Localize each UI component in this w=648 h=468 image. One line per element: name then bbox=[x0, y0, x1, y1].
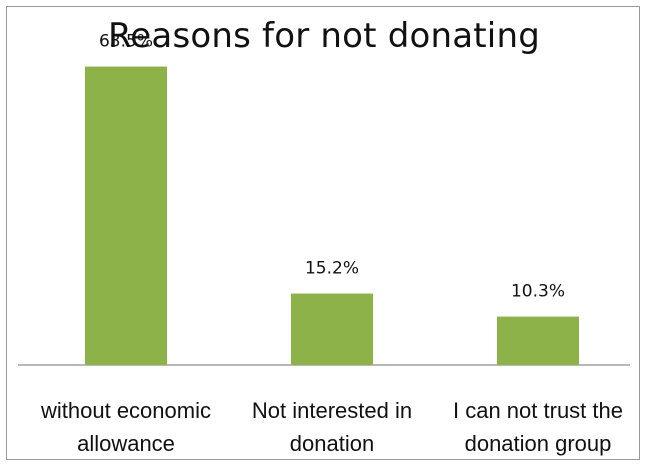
category-label-no-trust-line2: donation group bbox=[465, 431, 612, 456]
value-label-not-interested: 15.2% bbox=[305, 259, 359, 279]
bar-no-trust bbox=[497, 316, 579, 365]
value-label-economic-allowance: 63.5% bbox=[99, 32, 153, 52]
category-label-economic-allowance-line1: without economic bbox=[40, 398, 211, 423]
category-label-no-trust-line1: I can not trust the bbox=[453, 398, 623, 423]
category-label-economic-allowance-line2: allowance bbox=[77, 431, 175, 456]
chart-title: Reasons for not donating bbox=[108, 16, 540, 56]
category-label-not-interested-line2: donation bbox=[290, 431, 374, 456]
bar-not-interested bbox=[291, 293, 373, 365]
category-label-not-interested-line1: Not interested in bbox=[252, 398, 412, 423]
bar-economic-allowance bbox=[85, 66, 167, 366]
value-label-no-trust: 10.3% bbox=[511, 282, 565, 302]
